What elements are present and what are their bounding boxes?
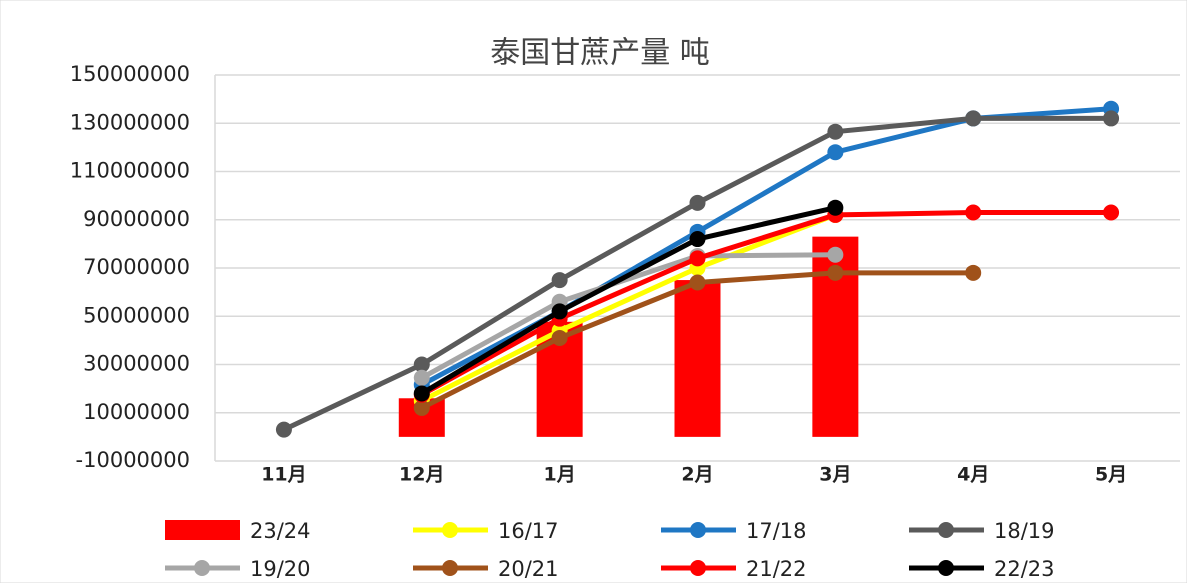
y-tick-label: -10000000 <box>76 448 190 472</box>
y-tick-label: 70000000 <box>83 255 190 279</box>
y-tick-label: 90000000 <box>83 207 190 231</box>
legend-swatch <box>938 560 954 576</box>
point <box>413 399 430 416</box>
point <box>827 144 844 161</box>
point <box>689 231 706 248</box>
point <box>689 250 706 267</box>
point <box>827 264 844 281</box>
y-tick-label: 30000000 <box>83 352 190 376</box>
legend-swatch <box>442 522 458 538</box>
legend-label: 22/23 <box>994 557 1055 581</box>
point <box>413 356 430 373</box>
y-tick-label: 50000000 <box>83 303 190 327</box>
legend-label: 17/18 <box>746 519 807 543</box>
legend-label: 23/24 <box>250 519 311 543</box>
x-tick-label: 2月 <box>681 464 713 486</box>
x-tick-label: 12月 <box>399 464 444 486</box>
point <box>1103 204 1120 221</box>
point <box>1103 110 1120 127</box>
line <box>420 210 1112 397</box>
legend-label: 19/20 <box>250 557 311 581</box>
point <box>827 199 844 216</box>
line <box>420 212 837 403</box>
legend-swatch <box>194 560 210 576</box>
legend-swatch <box>690 560 706 576</box>
point <box>413 385 430 402</box>
y-tick-label: 110000000 <box>70 159 190 183</box>
point <box>689 194 706 211</box>
x-tick-label: 1月 <box>544 464 576 486</box>
bar <box>674 280 721 437</box>
point <box>965 264 982 281</box>
point <box>275 421 292 438</box>
legend-label: 21/22 <box>746 557 807 581</box>
legend-label: 16/17 <box>498 519 559 543</box>
x-tick-label: 4月 <box>957 464 989 486</box>
legend-swatch <box>165 520 240 540</box>
y-tick-label: 130000000 <box>70 110 190 134</box>
line <box>420 252 836 380</box>
point <box>551 329 568 346</box>
y-tick-label: 150000000 <box>70 62 190 86</box>
legend-swatch <box>442 560 458 576</box>
x-tick-label: 5月 <box>1095 464 1127 486</box>
legend-swatch <box>690 522 706 538</box>
x-tick-label: 3月 <box>819 464 851 486</box>
point <box>965 110 982 127</box>
x-tick-label: 11月 <box>261 464 306 486</box>
legend-swatch <box>938 522 954 538</box>
y-tick-label: 10000000 <box>83 400 190 424</box>
point <box>551 303 568 320</box>
point <box>827 123 844 140</box>
point <box>827 246 844 263</box>
line <box>420 205 836 396</box>
legend-label: 20/21 <box>498 557 559 581</box>
point <box>551 272 568 289</box>
legend-label: 18/19 <box>994 519 1055 543</box>
chart-title: 泰国甘蔗产量 吨 <box>490 36 710 71</box>
point <box>965 204 982 221</box>
point <box>413 369 430 386</box>
point <box>689 274 706 291</box>
